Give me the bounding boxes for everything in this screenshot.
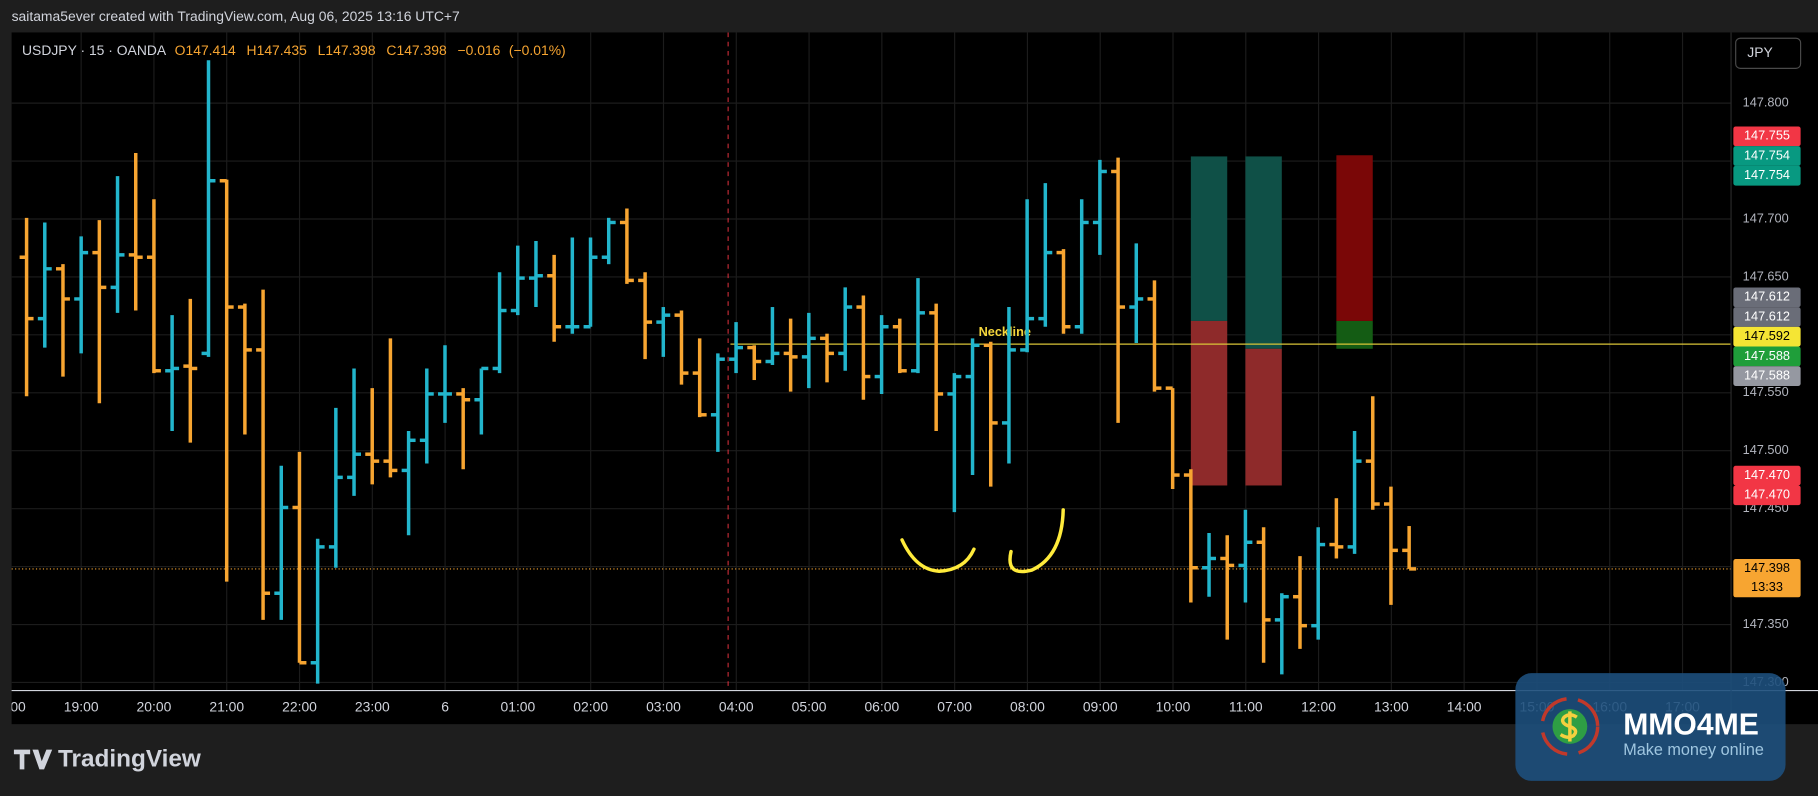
- change-pct: (−0.01%): [509, 42, 566, 58]
- legend-key: C: [386, 42, 396, 58]
- x-tick-label: 21:00: [209, 699, 244, 715]
- drawing: [1008, 508, 1065, 574]
- currency-button[interactable]: [1735, 37, 1802, 69]
- price-tag: [1733, 165, 1801, 186]
- x-tick-label: 04:00: [719, 699, 754, 715]
- x-tick-label: 05:00: [792, 699, 827, 715]
- x-tick-label: 6: [441, 699, 449, 715]
- watermark-ring: [1540, 696, 1600, 757]
- legend-key: L: [318, 42, 326, 58]
- position-profit: [1190, 156, 1228, 321]
- price-tag: [1733, 346, 1801, 367]
- price-tag-label: 147.588: [1744, 367, 1790, 382]
- x-tick-label: 11:00: [1229, 699, 1263, 715]
- watermark-tagline: Make money online: [1623, 741, 1764, 759]
- legend-key: H: [247, 42, 257, 58]
- price-tag-label: 147.755: [1744, 128, 1790, 143]
- neckline-label: Neckline: [979, 324, 1031, 339]
- x-tick-label: 06:00: [864, 699, 899, 715]
- legend-value: 147.414: [185, 42, 236, 58]
- y-tick-label: 147.700: [1743, 210, 1789, 225]
- price-tag-label: 147.754: [1744, 147, 1790, 162]
- price-tag: [1733, 287, 1801, 308]
- currency[interactable]: JPY: [1747, 44, 1772, 60]
- x-tick-label: 13:00: [1374, 699, 1409, 715]
- price-tag-label: 147.470: [1744, 467, 1790, 482]
- y-tick-label: 147.800: [1743, 94, 1789, 109]
- price-tag-label: 147.612: [1744, 289, 1790, 304]
- countdown: 13:33: [1751, 579, 1783, 594]
- x-tick-label: 19:00: [64, 699, 99, 715]
- price-tag-label: 147.592: [1744, 328, 1790, 343]
- x-tick-label: 01:00: [501, 699, 536, 715]
- legend-value: 147.398: [325, 42, 376, 58]
- y-tick-label: 147.500: [1743, 442, 1789, 457]
- x-tick-label: 12:00: [1301, 699, 1336, 715]
- x-tick-label: 20:00: [137, 699, 172, 715]
- watermark-icon: [1559, 711, 1578, 742]
- price-tag: [1733, 146, 1801, 166]
- price-tag-label: 147.398: [1744, 560, 1790, 575]
- y-tick-label: 147.650: [1743, 268, 1789, 283]
- price-tag: [1733, 559, 1801, 598]
- position-loss: [1336, 155, 1373, 321]
- y-tick-label: 147.550: [1743, 384, 1789, 399]
- position-profit: [1245, 156, 1282, 349]
- position-loss: [1245, 348, 1282, 486]
- legend-key: O: [175, 42, 186, 58]
- x-tick-label: 10:00: [1156, 699, 1191, 715]
- x-tick-label: 14:00: [1447, 699, 1482, 715]
- x-tick-label: 07:00: [937, 699, 972, 715]
- price-tag-label: 147.612: [1744, 308, 1790, 323]
- x-tick-label: 23:00: [355, 699, 390, 715]
- price-tag: [1733, 126, 1801, 147]
- chart-pane: [11, 32, 1818, 725]
- drawing: [900, 538, 976, 573]
- change: −0.016: [458, 42, 501, 58]
- price-tag-label: 147.754: [1744, 167, 1790, 182]
- x-tick-label: 18:00: [0, 699, 26, 715]
- price-tag-label: 147.588: [1744, 348, 1790, 363]
- x-tick-label: 22:00: [282, 699, 317, 715]
- price-tag: [1733, 485, 1801, 506]
- x-tick-label: 02:00: [573, 699, 608, 715]
- watermark-title: MMO4ME: [1623, 708, 1759, 741]
- x-tick-label: 03:00: [646, 699, 681, 715]
- price-tag: [1733, 366, 1801, 386]
- price-tag-label: 147.470: [1744, 487, 1790, 502]
- position-loss: [1190, 320, 1228, 486]
- x-tick-label: 08:00: [1010, 699, 1045, 715]
- legend: USDJPY · 15 · OANDA O147.414 H147.435 L1…: [22, 42, 566, 58]
- x-tick-label: 09:00: [1083, 699, 1118, 715]
- credit: saitama5ever created with TradingView.co…: [12, 8, 460, 24]
- legend-value: 147.435: [257, 42, 308, 58]
- logo: TradingView: [58, 746, 201, 773]
- logo-icon: [13, 749, 53, 770]
- y-tick-label: 147.350: [1743, 616, 1789, 631]
- watermark: MMO4ME Make money online: [1515, 673, 1786, 781]
- symbol: USDJPY · 15 · OANDA: [22, 42, 167, 58]
- legend-value: 147.398: [396, 42, 447, 58]
- price-tag: [1733, 326, 1801, 347]
- price-tag: [1733, 465, 1801, 486]
- price-tag: [1733, 307, 1801, 327]
